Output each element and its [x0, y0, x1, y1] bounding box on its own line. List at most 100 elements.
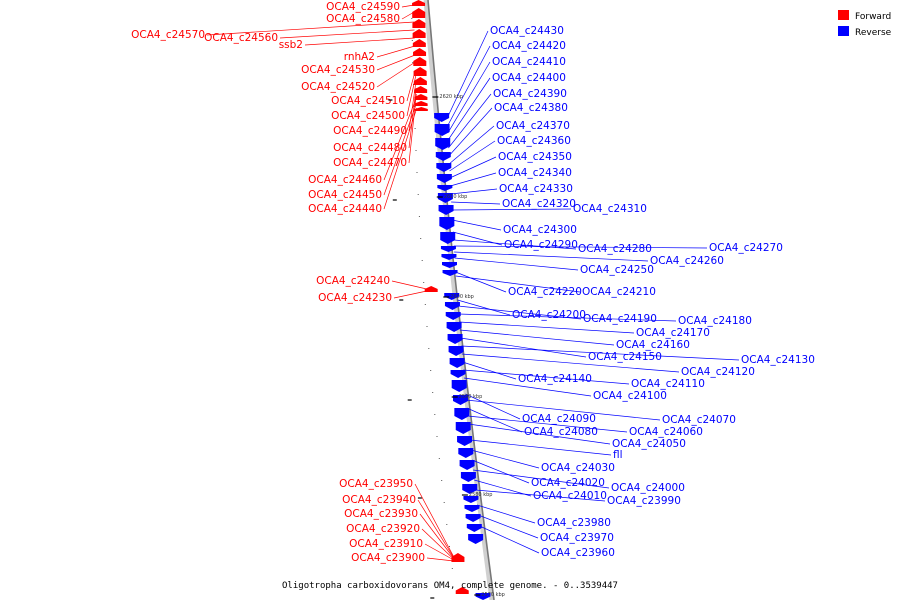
reverse-gene-feature[interactable]	[441, 254, 457, 260]
reverse-gene-label[interactable]: OCA4_c24330	[499, 183, 573, 195]
reverse-gene-feature[interactable]	[437, 193, 453, 203]
forward-gene-label[interactable]: OCA4_c23900	[351, 552, 425, 564]
reverse-gene-label[interactable]: OCA4_c24220	[508, 286, 582, 298]
reverse-gene-label[interactable]: OCA4_c24140	[518, 373, 592, 385]
reverse-gene-feature[interactable]	[440, 232, 456, 244]
forward-gene-label[interactable]: ssb2	[279, 39, 303, 51]
forward-gene-label[interactable]: OCA4_c24510	[331, 95, 405, 107]
reverse-gene-label[interactable]: OCA4_c24160	[616, 339, 690, 351]
reverse-gene-label[interactable]: OCA4_c24380	[494, 102, 568, 114]
reverse-gene-label[interactable]: OCA4_c24200	[512, 309, 586, 321]
forward-gene-label[interactable]: rnhA2	[344, 51, 375, 63]
reverse-gene-label[interactable]: OCA4_c24050	[612, 438, 686, 450]
reverse-gene-label[interactable]: OCA4_c24300	[503, 224, 577, 236]
forward-gene-feature[interactable]	[424, 286, 438, 292]
forward-gene-label[interactable]: OCA4_c24450	[308, 189, 382, 201]
reverse-gene-feature[interactable]	[462, 484, 478, 494]
reverse-gene-label[interactable]: OCA4_c23980	[537, 517, 611, 529]
reverse-gene-feature[interactable]	[445, 312, 461, 320]
reverse-gene-label[interactable]: OCA4_c24110	[631, 378, 705, 390]
reverse-gene-label[interactable]: OCA4_c24260	[650, 255, 724, 267]
reverse-gene-label[interactable]: OCA4_c24010	[533, 490, 607, 502]
forward-gene-feature[interactable]	[412, 19, 426, 28]
reverse-gene-feature[interactable]	[440, 246, 456, 252]
reverse-gene-label[interactable]: OCA4_c24430	[490, 25, 564, 37]
reverse-gene-feature[interactable]	[459, 460, 475, 470]
reverse-gene-feature[interactable]	[435, 138, 451, 150]
reverse-gene-feature[interactable]	[450, 370, 466, 378]
reverse-gene-label[interactable]: OCA4_c24100	[593, 390, 667, 402]
reverse-gene-label[interactable]: OCA4_c24070	[662, 414, 736, 426]
reverse-gene-feature[interactable]	[454, 408, 470, 420]
reverse-gene-label[interactable]: OCA4_c24390	[493, 88, 567, 100]
reverse-gene-label[interactable]: OCA4_c24290	[504, 239, 578, 251]
forward-gene-feature[interactable]	[414, 101, 428, 106]
reverse-gene-label[interactable]: OCA4_c24130	[741, 354, 815, 366]
reverse-gene-feature[interactable]	[444, 302, 460, 310]
forward-gene-label[interactable]: OCA4_c24480	[333, 142, 407, 154]
forward-gene-label[interactable]: OCA4_c23930	[344, 508, 418, 520]
reverse-gene-feature[interactable]	[464, 505, 480, 512]
reverse-gene-label[interactable]: OCA4_c24090	[522, 413, 596, 425]
forward-gene-feature[interactable]	[413, 57, 427, 66]
reverse-gene-feature[interactable]	[446, 322, 462, 332]
forward-gene-label[interactable]: OCA4_c24470	[333, 157, 407, 169]
forward-gene-label[interactable]: OCA4_c23950	[339, 478, 413, 490]
reverse-gene-label[interactable]: OCA4_c24210	[582, 286, 656, 298]
reverse-gene-label[interactable]: OCA4_c24310	[573, 203, 647, 215]
reverse-gene-label[interactable]: OCA4_c24120	[681, 366, 755, 378]
forward-gene-label[interactable]: OCA4_c24590	[326, 1, 400, 13]
reverse-gene-feature[interactable]	[455, 422, 471, 434]
reverse-gene-feature[interactable]	[442, 270, 458, 276]
forward-gene-label[interactable]: OCA4_c24530	[301, 64, 375, 76]
reverse-gene-label[interactable]: OCA4_c24190	[583, 313, 657, 325]
reverse-gene-label[interactable]: OCA4_c24150	[588, 351, 662, 363]
reverse-gene-label[interactable]: OCA4_c24360	[497, 135, 571, 147]
reverse-gene-label[interactable]: OCA4_c24030	[541, 462, 615, 474]
forward-gene-label[interactable]: OCA4_c23910	[349, 538, 423, 550]
reverse-gene-feature[interactable]	[465, 514, 481, 522]
forward-gene-feature[interactable]	[412, 8, 426, 18]
reverse-gene-label[interactable]: OCA4_c24400	[492, 72, 566, 84]
reverse-gene-label[interactable]: OCA4_c23970	[540, 532, 614, 544]
forward-gene-label[interactable]: OCA4_c24580	[326, 13, 400, 25]
forward-gene-feature[interactable]	[451, 553, 465, 562]
reverse-gene-label[interactable]: OCA4_c24370	[496, 120, 570, 132]
reverse-gene-feature[interactable]	[441, 262, 457, 268]
reverse-gene-feature[interactable]	[437, 185, 453, 191]
reverse-gene-label[interactable]: OCA4_c24080	[524, 426, 598, 438]
forward-gene-label[interactable]: OCA4_c24460	[308, 174, 382, 186]
forward-gene-label[interactable]: OCA4_c23940	[342, 494, 416, 506]
forward-gene-label[interactable]: OCA4_c24500	[331, 110, 405, 122]
forward-gene-feature[interactable]	[414, 107, 428, 111]
reverse-gene-label[interactable]: OCA4_c23990	[607, 495, 681, 507]
reverse-gene-label[interactable]: OCA4_c24410	[492, 56, 566, 68]
reverse-gene-feature[interactable]	[449, 358, 465, 368]
reverse-gene-label[interactable]: OCA4_c23960	[541, 547, 615, 559]
forward-gene-feature[interactable]	[414, 94, 428, 100]
reverse-gene-label[interactable]: OCA4_c24320	[502, 198, 576, 210]
reverse-gene-label[interactable]: OCA4_c24340	[498, 167, 572, 179]
forward-gene-feature[interactable]	[455, 587, 469, 594]
reverse-gene-feature[interactable]	[434, 113, 450, 122]
reverse-gene-feature[interactable]	[463, 496, 479, 503]
reverse-gene-feature[interactable]	[468, 534, 484, 544]
reverse-gene-label[interactable]: OCA4_c24420	[492, 40, 566, 52]
reverse-gene-label[interactable]: OCA4_c24280	[578, 243, 652, 255]
reverse-gene-label[interactable]: OCA4_c24250	[580, 264, 654, 276]
forward-gene-label[interactable]: OCA4_c24490	[333, 125, 407, 137]
reverse-gene-feature[interactable]	[460, 472, 476, 482]
forward-gene-label[interactable]: OCA4_c24240	[316, 275, 390, 287]
forward-gene-feature[interactable]	[412, 39, 426, 47]
reverse-gene-feature[interactable]	[436, 174, 452, 183]
reverse-gene-label[interactable]: OCA4_c24180	[678, 315, 752, 327]
reverse-gene-feature[interactable]	[447, 334, 463, 344]
reverse-gene-feature[interactable]	[434, 124, 450, 136]
forward-gene-feature[interactable]	[413, 77, 427, 85]
reverse-gene-label[interactable]: OCA4_c24000	[611, 482, 685, 494]
forward-gene-label[interactable]: OCA4_c24520	[301, 81, 375, 93]
forward-gene-feature[interactable]	[412, 29, 426, 38]
reverse-gene-feature[interactable]	[438, 205, 454, 215]
reverse-gene-feature[interactable]	[444, 293, 460, 300]
forward-gene-label[interactable]: OCA4_c24570	[131, 29, 205, 41]
